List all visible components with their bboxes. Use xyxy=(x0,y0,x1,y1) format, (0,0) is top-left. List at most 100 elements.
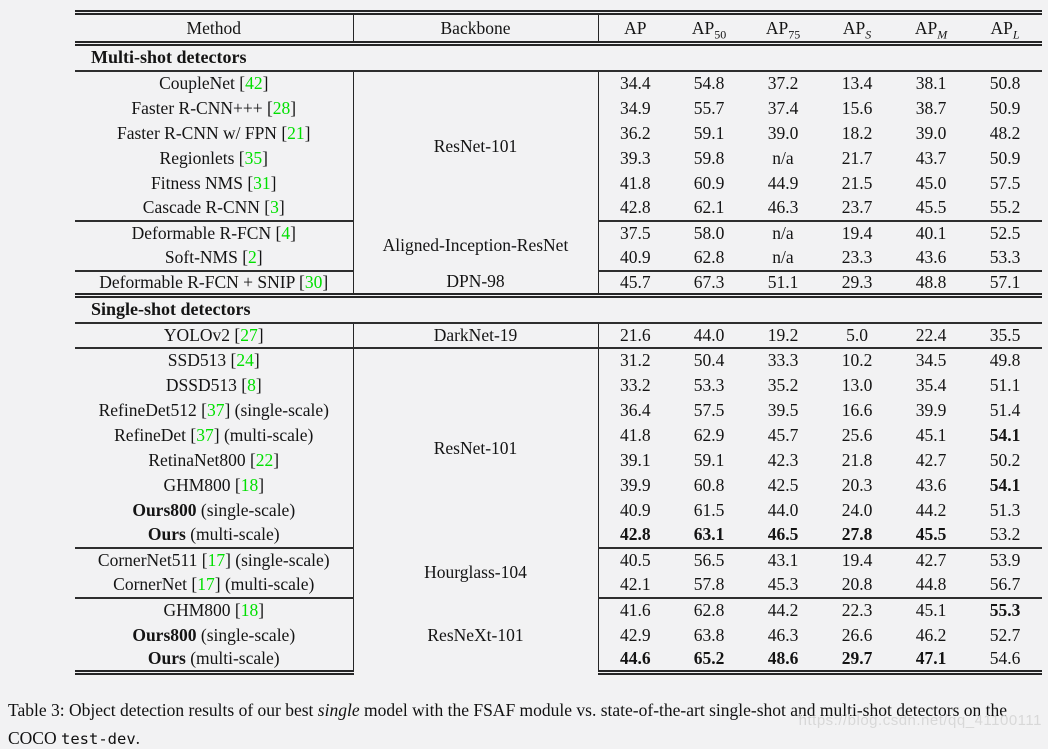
metric-cell: 39.3 xyxy=(619,147,651,168)
method-cell: CornerNet511 [17] (single-scale) xyxy=(75,547,354,573)
method-name: Fitness NMS xyxy=(151,172,243,193)
method-name: YOLOv2 xyxy=(163,324,231,345)
citation-link[interactable]: 42 xyxy=(245,73,263,93)
metric-cell: 47.1 xyxy=(894,647,968,675)
metric-subscript: M xyxy=(937,27,948,41)
method-cell: RefineDet512 [37] (single-scale) xyxy=(75,397,354,423)
citation-link[interactable]: 17 xyxy=(197,574,215,594)
metric-cell: 44.2 xyxy=(915,499,947,520)
method-name: Regionlets xyxy=(159,147,235,168)
citation-link[interactable]: 2 xyxy=(248,247,257,267)
metric-cell: 52.7 xyxy=(989,624,1021,645)
metric-cell: 23.3 xyxy=(820,245,894,272)
method-suffix: (multi-scale) xyxy=(185,648,280,669)
metric-cell: 13.0 xyxy=(841,374,873,395)
backbone-cell: Hourglass-104 xyxy=(353,547,599,598)
method-suffix: (single-scale) xyxy=(196,624,296,645)
metric-subscript: 50 xyxy=(714,27,727,41)
citation-link[interactable]: 4 xyxy=(281,223,291,243)
backbone-cell: DPN-98 xyxy=(353,270,599,298)
metric-cell: 29.3 xyxy=(820,270,894,298)
header-cell-metric: APL xyxy=(968,10,1042,46)
metric-cell: 44.0 xyxy=(767,499,799,520)
header-cell-metric: APM xyxy=(894,10,968,46)
metric-cell: 54.6 xyxy=(968,647,1042,675)
caption-end: . xyxy=(135,727,141,748)
citation-link[interactable]: 37 xyxy=(206,399,225,420)
metric-cell: 45.7 xyxy=(767,424,799,445)
method-name: GHM800 xyxy=(163,474,231,495)
method-cell: Ours800 (single-scale) xyxy=(75,497,354,523)
method-suffix: (multi-scale) xyxy=(185,524,280,544)
method-name: DSSD513 xyxy=(165,374,237,395)
metric-cell: 39.1 xyxy=(619,449,651,470)
citation-link[interactable]: 28 xyxy=(272,97,291,118)
metric-cell: 22.4 xyxy=(894,322,968,349)
metric-cell: 33.3 xyxy=(767,350,799,370)
section-header-row: Single-shot detectors xyxy=(75,295,1042,324)
metric-cell: 67.3 xyxy=(672,270,746,298)
citation-link[interactable]: 3 xyxy=(270,197,279,217)
metric-cell: n/a xyxy=(746,245,820,272)
metric-cell: 42.3 xyxy=(767,449,799,470)
caption-prefix: Table 3: Object detection results of our… xyxy=(8,700,318,720)
citation-link[interactable]: 30 xyxy=(304,271,323,292)
citation-link[interactable]: 24 xyxy=(236,350,254,370)
metric-cell: 44.2 xyxy=(767,600,799,620)
metric-cell: 16.6 xyxy=(841,399,873,420)
metric-cell: 51.1 xyxy=(989,374,1021,395)
header-cell-metric: APS xyxy=(820,10,894,46)
metric-cell: n/a xyxy=(772,147,794,168)
citation-link[interactable]: 35 xyxy=(244,147,263,168)
metric-cell: 15.6 xyxy=(841,97,873,118)
metric-cell: 42.8 xyxy=(598,195,672,222)
citation-link[interactable]: 27 xyxy=(240,324,258,345)
method-cell: CornerNet [17] (multi-scale) xyxy=(75,572,354,599)
metric-cell: 46.3 xyxy=(767,624,799,645)
method-cell: Soft-NMS [2] xyxy=(75,245,354,272)
table-row: RefineDet [37] (multi-scale) 41.8 62.9 45.7… xyxy=(75,422,1042,448)
metric-cell: 37.2 xyxy=(767,73,799,93)
table-row: CornerNet511 [17] (single-scale) Hourglas… xyxy=(75,547,1042,598)
metric-cell: 58.0 xyxy=(693,223,725,243)
metric-cell: 35.5 xyxy=(968,322,1042,349)
method-cell: RetinaNet800 [22] xyxy=(75,447,354,473)
metric-cell: 22.3 xyxy=(841,600,873,620)
method-name: Cascade R-CNN xyxy=(142,197,260,217)
citation-link[interactable]: 37 xyxy=(196,424,214,445)
method-cell: Cascade R-CNN [3] xyxy=(75,195,354,222)
metric-cell: 50.2 xyxy=(989,449,1021,470)
metric-cell: 57.5 xyxy=(989,172,1021,193)
section-header-row: Multi-shot detectors xyxy=(75,43,1042,72)
table-row: Ours (multi-scale) 42.8 63.1 46.5 27.8 45.5 53… xyxy=(75,522,1042,549)
metric-cell: 62.8 xyxy=(672,245,746,272)
method-cell: Faster R-CNN+++ [28] xyxy=(75,95,354,121)
metric-cell: 53.9 xyxy=(989,550,1021,570)
metric-cell: 50.8 xyxy=(989,73,1021,93)
table-row: Regionlets [35] 39.3 59.8 n/a 21.7 43.7 50.9 xyxy=(75,145,1042,171)
citation-link[interactable]: 18 xyxy=(240,474,259,495)
metric-cell: 45.7 xyxy=(598,270,672,298)
metric-cell: 29.7 xyxy=(820,647,894,675)
citation-link[interactable]: 21 xyxy=(287,122,305,143)
method-name: Deformable R-FCN + SNIP xyxy=(99,271,295,292)
metric-cell: 51.4 xyxy=(989,399,1021,420)
citation-link[interactable]: 22 xyxy=(255,449,274,470)
method-cell: Ours800 (single-scale) xyxy=(75,622,354,648)
metric-cell: 62.8 xyxy=(693,600,725,620)
citation-link[interactable]: 31 xyxy=(253,172,271,193)
metric-cell: 36.2 xyxy=(619,122,651,143)
metric-cell: 54.8 xyxy=(693,73,725,93)
metric-cell: 43.7 xyxy=(915,147,947,168)
citation-link[interactable]: 18 xyxy=(240,600,259,620)
table-row: Faster R-CNN+++ [28] 34.9 55.7 37.4 15.6 38.7… xyxy=(75,95,1042,121)
metric-cell: 45.5 xyxy=(894,522,968,549)
citation-link[interactable]: 8 xyxy=(247,374,256,395)
metric-cell: 57.5 xyxy=(693,399,725,420)
metric-cell: 41.6 xyxy=(619,600,651,620)
table-row: Fitness NMS [31] 41.8 60.9 44.9 21.5 45.0 57.5 xyxy=(75,170,1042,196)
table-row: Cascade R-CNN [3] 42.8 62.1 46.3 23.7 45.5 55.… xyxy=(75,195,1042,222)
metric-cell: 20.8 xyxy=(820,572,894,599)
metric-cell: 39.9 xyxy=(619,474,651,495)
citation-link[interactable]: 17 xyxy=(207,550,226,570)
